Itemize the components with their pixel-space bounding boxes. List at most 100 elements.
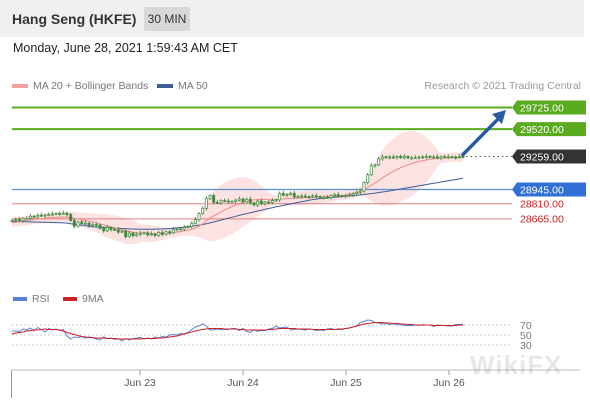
price-candle-60 [226,198,230,204]
candle-body [417,156,421,159]
price-candle-75 [281,190,285,197]
candle-body [50,213,54,216]
candle-body [146,232,150,236]
price-candle-112 [417,155,421,160]
candle-body [21,218,25,222]
price-candle-9 [39,212,43,218]
price-candle-27 [105,225,109,233]
candle-body [303,195,307,198]
price-candle-78 [292,190,296,199]
price-candle-2 [14,217,18,223]
price-candle-110 [410,155,414,160]
price-candle-116 [432,154,436,160]
price-candle-57 [215,199,219,205]
candle-body [124,230,128,238]
candle-body [380,156,384,160]
price-candle-122 [454,155,458,160]
candle-body [109,227,113,230]
candle-body [234,199,238,202]
candle-body [443,156,447,159]
candle-body [285,193,289,196]
interval-badge[interactable]: 30 MIN [144,7,190,31]
price-candle-86 [322,195,326,200]
candle-body [87,222,91,226]
x-tick-label-1: Jun 23 [124,377,156,389]
candle-body [274,199,278,202]
rsi-ma-swatch [63,297,77,302]
price-candle-104 [388,155,392,160]
price-candle-58 [219,199,223,205]
candle-body [369,165,373,176]
candle-body [322,197,326,199]
candle-body [424,156,428,158]
price-candle-72 [270,198,274,205]
candle-body [94,224,98,226]
level-label-3: 29259.00 [512,149,586,164]
candle-body [58,213,62,215]
candle-body [138,232,142,235]
candle-body [311,195,315,198]
candle-body [72,220,76,227]
level-label-bg [512,100,586,115]
candle-body [43,214,47,217]
candle-body [102,228,106,232]
price-candle-115 [428,155,432,159]
candle-body [28,215,32,219]
candle-body [120,230,124,233]
price-candle-91 [340,194,344,198]
candle-body [391,156,395,159]
legend-ma20: MA 20 + Bollinger Bands [12,80,148,92]
price-candle-121 [450,155,454,159]
candle-body [171,229,175,234]
candle-body [300,195,304,198]
candle-body [450,156,454,159]
level-label-text: 29520.00 [520,124,564,136]
price-candle-43 [164,230,168,236]
candle-body [252,202,256,206]
candle-body [402,156,406,159]
candle-body [54,213,58,215]
price-candle-80 [300,194,304,199]
timestamp: Monday, June 28, 2021 1:59:43 AM CET [13,41,238,55]
price-candle-76 [285,193,289,198]
level-label-4: 28945.00 [512,182,586,197]
level-label-1: 29725.00 [512,100,586,115]
legend-ma50: MA 50 [157,80,208,92]
price-candle-12 [50,211,54,217]
watermark-logo: WikiFX [470,350,563,380]
price-candle-94 [351,192,355,197]
price-candle-120 [446,154,450,160]
candle-body [47,214,51,216]
ma20-label: MA 20 + Bollinger Bands [33,80,149,92]
price-candle-79 [296,195,300,199]
price-candle-61 [230,200,234,203]
candle-body [347,194,351,197]
candle-body [61,212,65,215]
price-candle-13 [54,212,58,216]
price-candle-92 [344,193,348,199]
price-candle-64 [241,197,245,204]
forecast-arrow-head [492,110,506,124]
price-candle-56 [212,193,216,205]
level-label-text: 28665.00 [520,214,564,226]
rsi-swatch [13,297,27,302]
price-candle-107 [399,154,403,160]
price-candle-101 [377,157,381,167]
candle-body [289,193,293,195]
candle-body [263,201,267,205]
price-candle-59 [223,198,227,203]
price-candle-44 [168,229,172,235]
candle-body [14,219,18,221]
candle-body [410,157,414,160]
price-candle-63 [237,196,241,202]
candle-body [325,197,329,199]
price-candle-113 [421,155,425,159]
candle-body [10,219,14,222]
level-label-text: 29259.00 [520,151,564,163]
price-candle-100 [373,163,377,168]
candle-body [160,232,164,235]
price-candle-83 [311,193,315,199]
price-candle-54 [204,196,208,211]
ma50-swatch [157,84,173,89]
candle-body [208,195,212,200]
